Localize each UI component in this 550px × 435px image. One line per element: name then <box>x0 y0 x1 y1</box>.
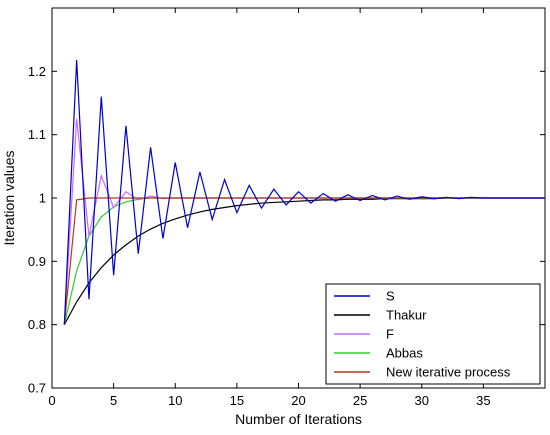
legend-label: F <box>386 327 394 342</box>
y-tick-label: 1 <box>39 191 46 206</box>
x-tick-label: 25 <box>353 393 367 408</box>
y-tick-label: 1.1 <box>28 127 46 142</box>
y-tick-label: 0.9 <box>28 254 46 269</box>
y-axis-label: Iteration values <box>1 151 17 246</box>
legend-label: New iterative process <box>386 365 511 380</box>
legend-label: Abbas <box>386 346 423 361</box>
x-tick-label: 20 <box>291 393 305 408</box>
x-tick-label: 0 <box>48 393 55 408</box>
y-tick-label: 1.2 <box>28 64 46 79</box>
x-tick-label: 5 <box>110 393 117 408</box>
series-line-0 <box>63 59 545 325</box>
x-tick-label: 10 <box>168 393 182 408</box>
x-tick-label: 35 <box>476 393 490 408</box>
x-tick-label: 30 <box>415 393 429 408</box>
x-tick-label: 15 <box>230 393 244 408</box>
legend-label: Thakur <box>386 308 427 323</box>
y-tick-label: 0.7 <box>28 381 46 396</box>
y-tick-label: 0.8 <box>28 317 46 332</box>
series-lines <box>63 59 545 325</box>
legend: S Thakur F Abbas New iterative process <box>325 283 541 385</box>
axis-ticks: 0 5 10 15 20 25 30 35 0.7 0.8 0.9 1 1.1 1.2 <box>28 8 545 408</box>
legend-label: S <box>386 289 395 304</box>
x-axis-label: Number of Iterations <box>235 411 362 427</box>
